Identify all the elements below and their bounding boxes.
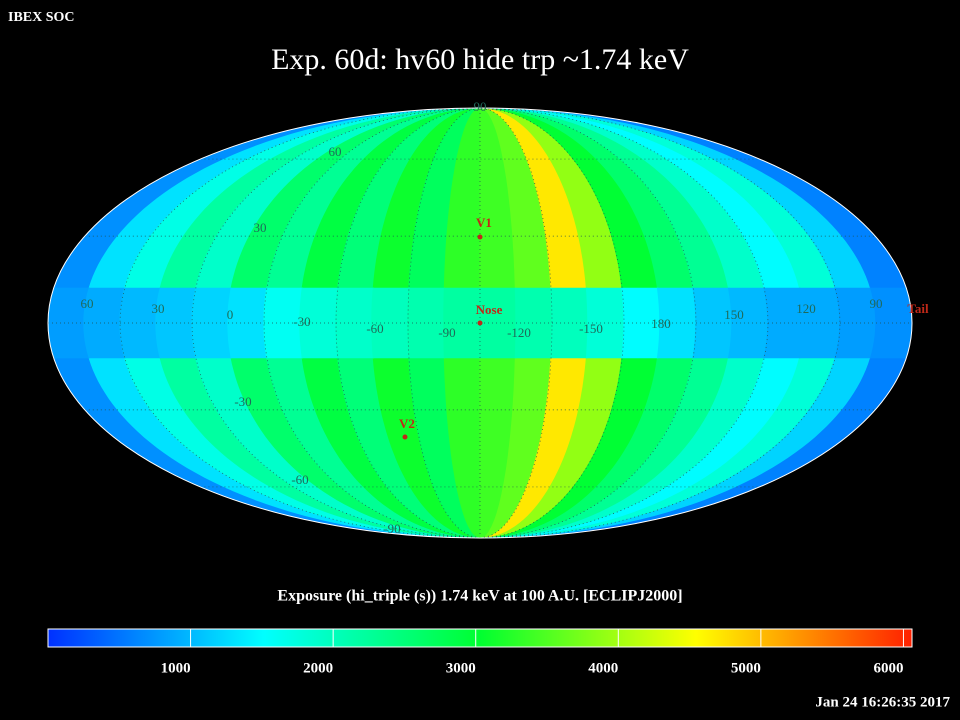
lat-label: -90 — [383, 521, 400, 536]
marker-label: V2 — [399, 416, 415, 431]
map-cell — [155, 287, 197, 359]
map-cell — [371, 108, 480, 538]
header: IBEX SOC — [8, 10, 75, 25]
timestamp: Jan 24 16:26:35 2017 — [815, 694, 950, 710]
lon-label: -120 — [507, 325, 531, 340]
lon-label: -90 — [438, 325, 455, 340]
map-cell — [480, 108, 625, 538]
lon-label: 180 — [651, 316, 671, 331]
lon-label: 30 — [152, 301, 165, 316]
lon-label: 0 — [227, 307, 234, 322]
map-cell — [798, 287, 841, 359]
marker-dot — [402, 434, 408, 440]
map-cell — [480, 108, 661, 538]
map-cell — [299, 287, 339, 359]
marker-label: V1 — [476, 215, 492, 230]
graticule — [119, 108, 481, 538]
marker-label: Tail — [907, 301, 929, 316]
lon-label: 120 — [796, 301, 816, 316]
graticule — [479, 108, 553, 538]
map-cell — [227, 287, 268, 359]
marker-dot — [477, 320, 483, 326]
lat-label: 30 — [254, 220, 267, 235]
map-cell — [480, 108, 589, 538]
map-cell — [834, 287, 877, 359]
map-cell — [407, 287, 446, 359]
map-cell — [585, 287, 625, 359]
map-cell — [191, 287, 233, 359]
map-cell — [869, 287, 912, 359]
map-cell — [514, 287, 553, 359]
colorbar — [47, 628, 913, 648]
map-cell — [263, 287, 304, 359]
colorbar-tick-label: 5000 — [731, 660, 761, 676]
map-cell — [443, 287, 481, 359]
lat-label: 60 — [329, 144, 342, 159]
lat-label: -30 — [234, 394, 251, 409]
marker-label: Nose — [476, 302, 503, 317]
colorbar-tick-label: 1000 — [161, 660, 191, 676]
map-cell — [227, 108, 480, 538]
map-cell — [480, 108, 733, 538]
colorbar-label: Exposure (hi_triple (s)) 1.74 keV at 100… — [277, 588, 682, 605]
map-cell — [479, 287, 517, 359]
lon-label: 150 — [724, 307, 744, 322]
chart-title: Exp. 60d: hv60 hide trp ~1.74 keV — [271, 43, 689, 76]
lon-label: 90 — [870, 296, 883, 311]
map-outline — [47, 107, 913, 539]
lat-label: -60 — [291, 472, 308, 487]
lon-label: -150 — [579, 321, 603, 336]
map-cell — [263, 108, 480, 538]
lon-label: 60 — [81, 296, 94, 311]
lon-label: -30 — [293, 314, 310, 329]
colorbar-tick-label: 3000 — [446, 660, 476, 676]
lat-label: 90 — [474, 99, 487, 114]
marker-dot — [477, 234, 483, 240]
lon-label: -60 — [366, 321, 383, 336]
colorbar-tick-label: 4000 — [588, 660, 618, 676]
map-cell — [371, 287, 410, 359]
map-cell — [335, 108, 480, 538]
colorbar-tick-label: 2000 — [303, 660, 333, 676]
colorbar-tick-label: 6000 — [873, 660, 903, 676]
map-cell — [299, 108, 480, 538]
map-cell — [480, 108, 697, 538]
map-cell — [550, 287, 589, 359]
map-cell — [335, 287, 375, 359]
